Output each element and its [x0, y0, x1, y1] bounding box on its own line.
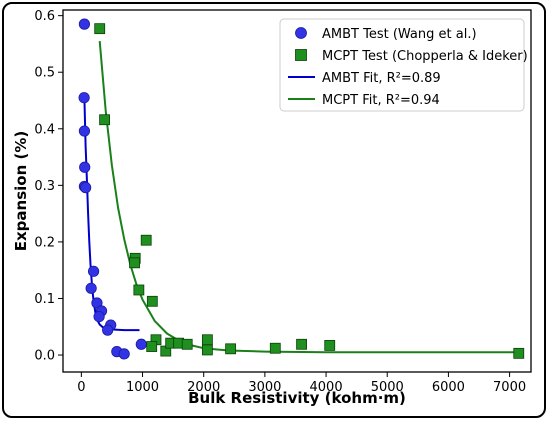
data-point-mcpt — [296, 338, 307, 350]
legend-box — [279, 18, 525, 112]
fit-line-3 — [98, 41, 519, 354]
x-tick-label: 6000 — [432, 380, 465, 395]
data-point-ambt — [78, 92, 90, 104]
legend-label-mcpt-fit: MCPT Fit, R²=0.94 — [322, 93, 440, 108]
data-point-mcpt — [146, 295, 158, 307]
x-tick-label: 7000 — [493, 380, 526, 395]
data-point-ambt — [118, 348, 130, 360]
x-tick-label: 1000 — [126, 380, 159, 395]
data-point-mcpt — [133, 284, 145, 296]
data-point-ambt — [79, 161, 91, 173]
data-point-ambt — [78, 125, 91, 137]
x-tick-label: 0 — [77, 380, 85, 395]
x-tick-label: 5000 — [371, 380, 404, 395]
data-point-mcpt — [513, 347, 525, 359]
x-axis-label: Bulk Resistivity (kohm·m) — [188, 389, 406, 407]
y-tick-label: 0.3 — [34, 179, 55, 194]
data-point-ambt — [102, 324, 114, 336]
y-tick-label: 0.5 — [34, 66, 55, 81]
legend-label-ambt-fit: AMBT Fit, R²=0.89 — [322, 71, 441, 86]
legend-label-ambt-test: AMBT Test (Wang et al.) — [322, 27, 477, 42]
data-point-mcpt — [181, 338, 193, 350]
data-point-ambt — [87, 265, 100, 277]
data-point-ambt — [135, 338, 147, 350]
data-point-mcpt — [94, 23, 106, 35]
y-tick-label: 0.0 — [34, 349, 55, 364]
x-tick-label: 3000 — [248, 380, 281, 395]
data-point-mcpt — [201, 344, 213, 356]
data-point-mcpt — [140, 234, 152, 246]
x-tick-label: 2000 — [187, 380, 220, 395]
legend-marker-ambt-test — [295, 27, 307, 39]
chart: 0 1000 2000 3000 4000 5000 6000 7000 0.0 0.1 0.2 0.… — [12, 9, 532, 407]
plot-area-border — [62, 9, 532, 373]
legend-label-mcpt-test: MCPT Test (Chopperla & Ideker) — [322, 49, 528, 64]
data-point-mcpt — [146, 341, 158, 352]
figure-frame: 0 1000 2000 3000 4000 5000 6000 7000 0.0 0.1 0.2 0.… — [2, 2, 546, 418]
y-tick-label: 0.2 — [34, 235, 55, 250]
y-tick-label: 0.1 — [34, 292, 55, 307]
data-point-mcpt — [324, 340, 336, 351]
data-point-mcpt — [99, 114, 110, 126]
data-point-ambt — [93, 310, 105, 323]
y-tick-label: 0.6 — [34, 9, 55, 24]
legend-marker-mcpt-test — [295, 49, 307, 61]
data-point-mcpt — [129, 257, 140, 269]
legend: AMBT Test (Wang et al.) MCPT Test (Chopp… — [279, 18, 528, 112]
data-point-ambt — [78, 18, 91, 30]
y-axis-label: Expansion (%) — [12, 131, 30, 251]
data-point-mcpt — [201, 334, 213, 346]
y-tick-label: 0.4 — [34, 122, 55, 137]
data-point-mcpt — [269, 342, 281, 354]
data-point-ambt — [80, 182, 92, 194]
x-tick-label: 4000 — [310, 380, 343, 395]
fit-line-2 — [83, 97, 140, 332]
data-point-ambt — [85, 282, 97, 294]
data-point-mcpt — [225, 343, 237, 355]
